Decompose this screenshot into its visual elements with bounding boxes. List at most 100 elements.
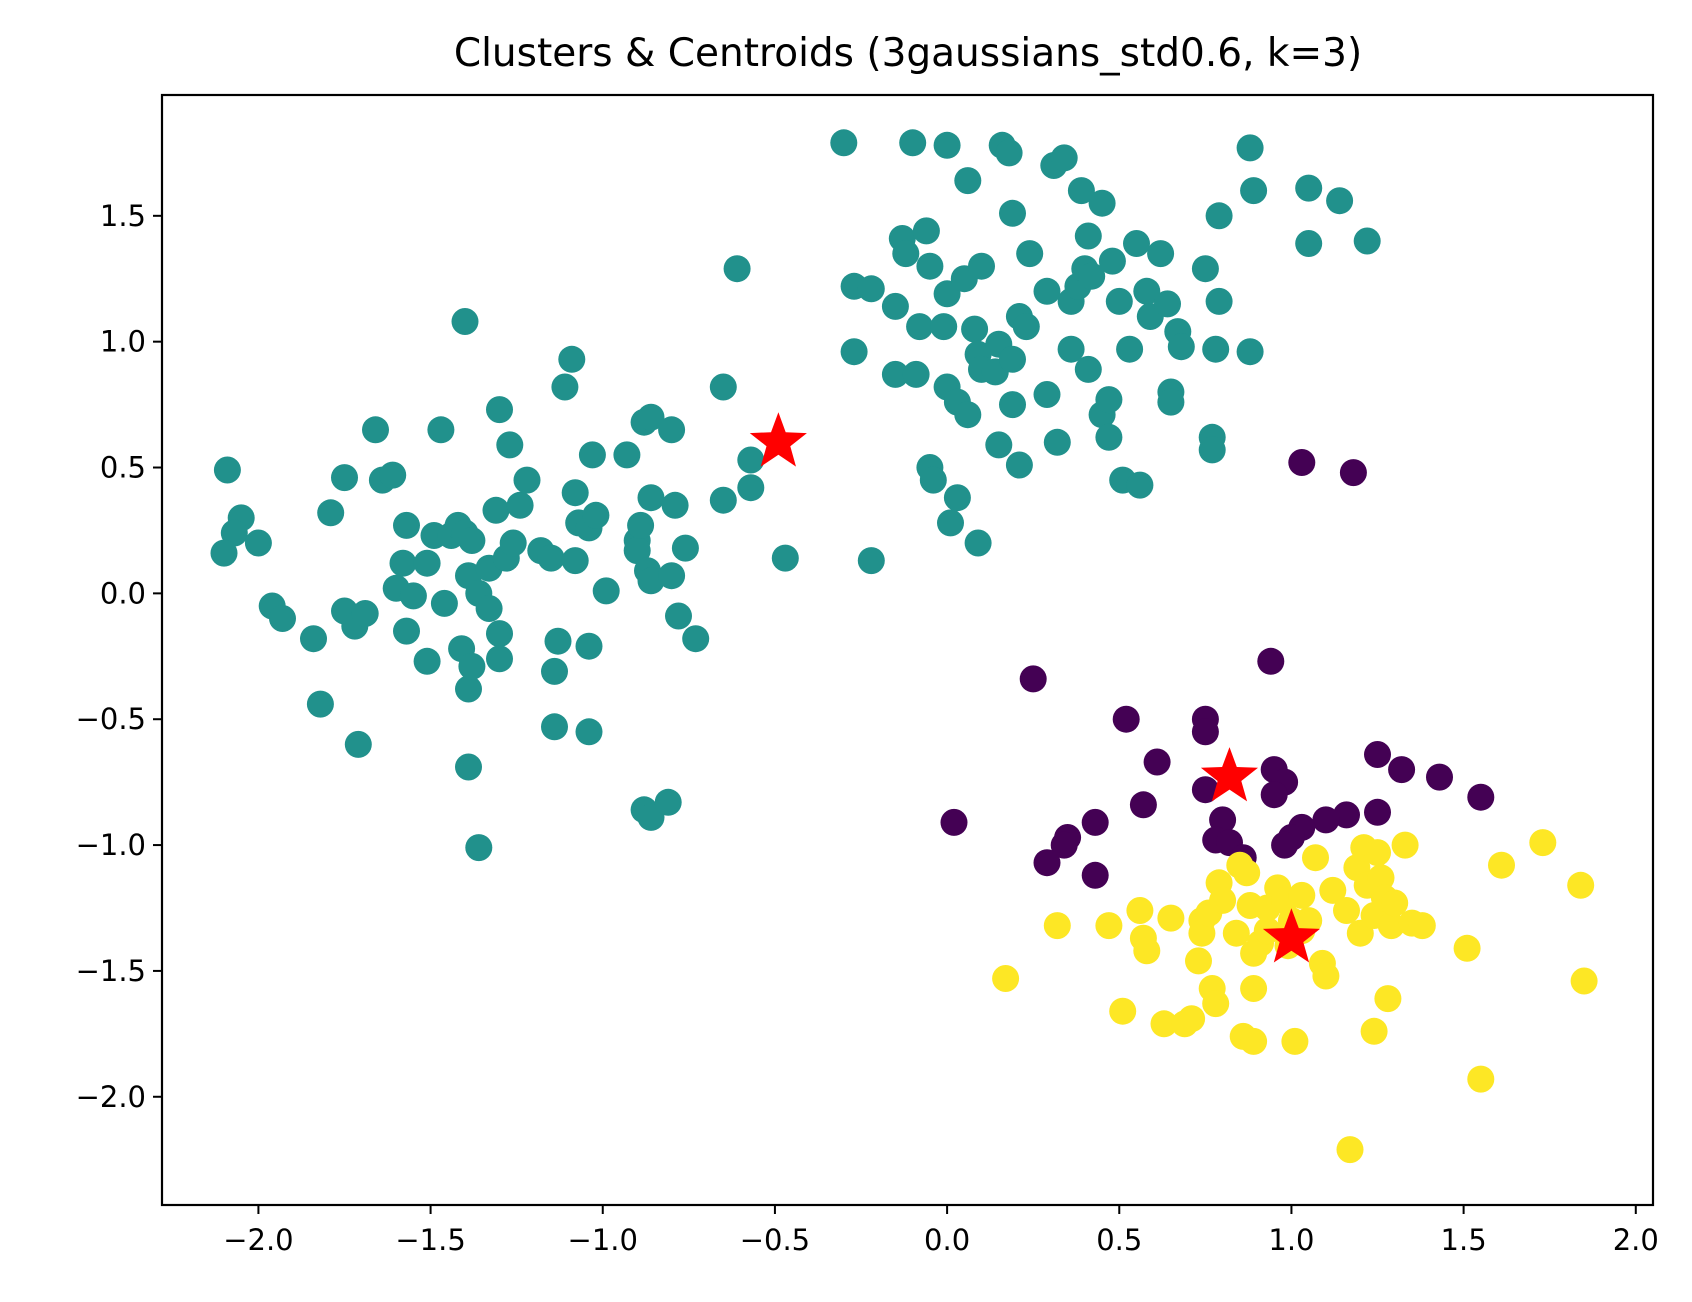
cluster-1-point	[1088, 189, 1116, 217]
cluster-2-point	[992, 965, 1020, 992]
cluster-1-point	[709, 373, 737, 401]
cluster-1-point	[899, 129, 927, 157]
cluster-2-point	[1157, 904, 1185, 932]
cluster-1-point	[902, 360, 930, 388]
cluster-1-point	[1005, 451, 1033, 479]
cluster-2-point	[1567, 871, 1595, 899]
cluster-1-point	[912, 217, 940, 245]
cluster-1-point	[930, 313, 958, 341]
cluster-2-point	[1043, 912, 1071, 940]
cluster-1-point	[220, 519, 248, 547]
cluster-1-point	[1236, 338, 1264, 366]
cluster-1-point	[1116, 335, 1144, 363]
cluster-1-point	[344, 730, 372, 758]
cluster-1-point	[682, 625, 710, 653]
cluster-0-point	[1333, 801, 1360, 829]
cluster-0-point	[1288, 449, 1316, 476]
cluster-1-point	[486, 620, 513, 648]
cluster-1-point	[513, 466, 541, 494]
cluster-1-point	[999, 391, 1026, 419]
cluster-2-point	[1570, 967, 1598, 995]
cluster-2-point	[1391, 831, 1419, 859]
cluster-0-point	[1019, 665, 1047, 693]
cluster-1-point	[627, 511, 655, 539]
cluster-1-point	[1043, 428, 1071, 456]
cluster-0-point	[1050, 831, 1078, 859]
centroid-star	[749, 412, 807, 467]
cluster-2-point	[1302, 844, 1329, 872]
points-layer	[210, 129, 1598, 1164]
cluster-1-point	[1012, 313, 1040, 341]
cluster-1-point	[661, 491, 689, 519]
cluster-1-point	[840, 338, 868, 366]
cluster-1-point	[1240, 177, 1268, 205]
cluster-1-point	[999, 345, 1026, 373]
cluster-1-point	[954, 167, 982, 195]
cluster-1-point	[881, 360, 909, 388]
cluster-1-point	[465, 834, 493, 862]
cluster-1-point	[1295, 174, 1323, 202]
cluster-1-point	[393, 617, 420, 645]
cluster-0-point	[1191, 776, 1219, 804]
cluster-1-point	[637, 567, 665, 595]
cluster-1-point	[1191, 255, 1219, 283]
cluster-0-point	[1257, 647, 1285, 675]
cluster-1-point	[658, 562, 686, 590]
cluster-1-point	[1074, 222, 1102, 250]
cluster-1-point	[943, 484, 971, 512]
cluster-2-point	[1377, 912, 1405, 940]
cluster-1-point	[954, 401, 982, 429]
cluster-1-point	[455, 753, 482, 781]
plot-frame	[160, 93, 1655, 1207]
cluster-2-point	[1488, 851, 1515, 879]
x-tick-label: 1.0	[1268, 1223, 1314, 1257]
cluster-1-point	[379, 461, 407, 489]
cluster-1-point	[399, 582, 427, 610]
cluster-1-point	[1157, 388, 1185, 416]
cluster-0-point	[940, 808, 968, 836]
cluster-1-point	[1098, 247, 1126, 275]
cluster-1-point	[427, 416, 455, 444]
cluster-1-point	[1105, 287, 1133, 315]
cluster-1-point	[300, 625, 327, 653]
centroid-star	[1200, 747, 1258, 802]
x-tick-label: 1.5	[1441, 1223, 1487, 1257]
centroid-star	[1262, 908, 1320, 963]
cluster-0-point	[1191, 718, 1219, 746]
cluster-0-point	[1339, 459, 1367, 487]
cluster-0-point	[1112, 705, 1140, 733]
cluster-1-point	[1202, 335, 1230, 363]
cluster-1-point	[575, 632, 603, 660]
y-tick-label: −0.5	[76, 702, 146, 736]
cluster-0-point	[1143, 748, 1171, 776]
cluster-2-point	[1529, 829, 1557, 857]
cluster-1-point	[1326, 187, 1354, 215]
cluster-2-point	[1408, 912, 1436, 940]
cluster-2-point	[1381, 889, 1409, 917]
cluster-0-point	[1312, 806, 1340, 834]
cluster-1-point	[582, 501, 610, 529]
cluster-1-point	[1236, 134, 1264, 162]
cluster-1-point	[331, 464, 358, 492]
cluster-2-point	[1336, 1136, 1364, 1164]
y-tick-label: 1.0	[100, 325, 146, 359]
cluster-1-point	[737, 474, 765, 502]
cluster-2-point	[1467, 1065, 1495, 1093]
x-tick-label: −2.0	[223, 1223, 293, 1257]
cluster-0-point	[1364, 741, 1391, 768]
cluster-1-point	[892, 240, 920, 268]
chart-title: Clusters & Centroids (3gaussians_std0.6,…	[454, 31, 1362, 76]
cluster-2-point	[1288, 881, 1316, 909]
cluster-1-point	[541, 657, 568, 685]
cluster-1-point	[413, 647, 441, 675]
cluster-1-point	[496, 431, 524, 459]
cluster-1-point	[771, 544, 799, 572]
cluster-1-point	[561, 547, 589, 575]
cluster-0-point	[1426, 763, 1453, 791]
cluster-1-point	[1154, 290, 1181, 318]
cluster-1-point	[1167, 333, 1195, 361]
cluster-1-point	[362, 416, 389, 444]
x-tick-label: 0.0	[924, 1223, 970, 1257]
cluster-2-point	[1240, 975, 1268, 1002]
